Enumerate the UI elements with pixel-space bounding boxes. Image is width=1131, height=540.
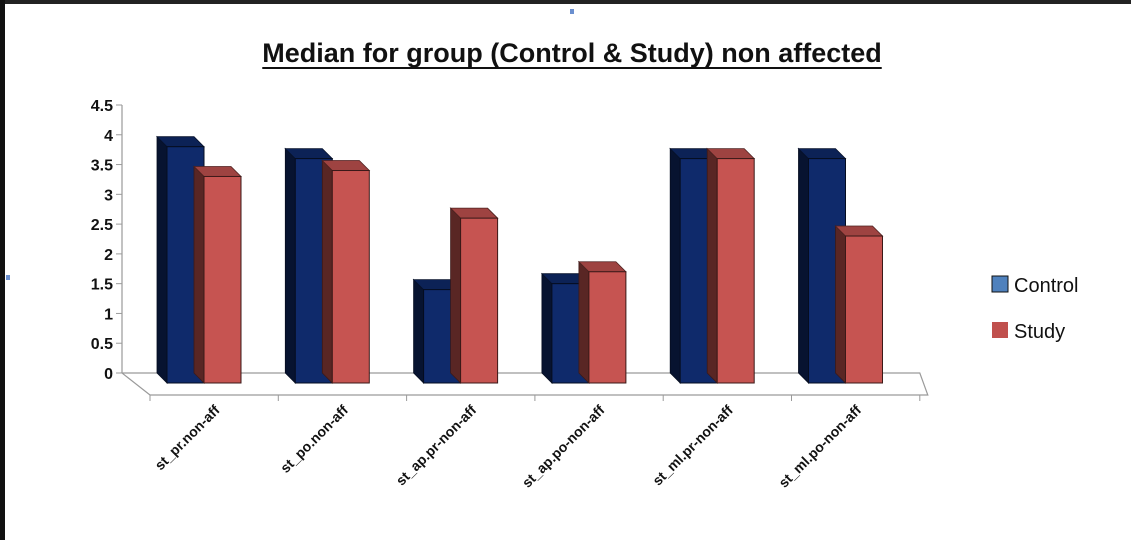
y-axis: 0 0.5 1 1.5 2 2.5 3 3.5 4 4.5	[91, 98, 123, 383]
bar-side-face	[284, 147, 296, 384]
bar-side-face	[835, 225, 846, 384]
x-tick-label: st_pr.non-aff	[151, 402, 223, 474]
bar-side-face	[706, 147, 718, 384]
bar-side-face	[321, 159, 333, 384]
x-tick-label: st_ap.po-non-aff	[519, 402, 608, 491]
y-tick-label: 0.5	[91, 336, 113, 353]
bar-side-face	[450, 207, 462, 384]
y-tick-label: 3	[104, 187, 113, 204]
bar-side-face	[798, 147, 809, 384]
bar-side-face	[413, 278, 425, 384]
bar-study-6	[834, 225, 884, 384]
bar-front-face	[203, 175, 242, 384]
bar-side-face	[541, 272, 553, 384]
bar-front-face	[331, 170, 370, 384]
y-tick-label: 0	[104, 366, 113, 383]
bars	[156, 135, 884, 384]
bar-front-face	[588, 271, 627, 384]
bar-study-3	[449, 207, 499, 384]
chart-frame-top-border	[0, 0, 1131, 4]
bar-study-4	[577, 260, 627, 384]
chart-title: Median for group (Control & Study) non a…	[262, 38, 881, 68]
bar-front-face	[460, 217, 499, 384]
bar-study-2	[321, 159, 371, 384]
x-tick-label: st_po.non-aff	[277, 402, 351, 476]
y-tick-label: 4	[104, 128, 113, 145]
legend: Control Study	[991, 275, 1078, 343]
y-tick-label: 2	[104, 247, 113, 264]
frame-handle-top	[570, 9, 574, 14]
legend-label-study: Study	[1014, 321, 1065, 343]
chart-frame-left-border	[0, 0, 5, 540]
bar-side-face	[578, 260, 590, 384]
legend-swatch-study	[992, 322, 1008, 338]
y-tick-label: 1	[104, 306, 113, 323]
legend-label-control: Control	[1014, 275, 1078, 297]
y-tick-label: 2.5	[91, 217, 113, 234]
x-tick-label: st_ap.pr-non-aff	[393, 402, 480, 489]
bar-side-face	[156, 135, 168, 384]
bar-side-face	[669, 147, 681, 384]
x-tick-label: st_ml.po-non-aff	[775, 402, 864, 491]
x-tick-label: st_ml.pr-non-aff	[649, 402, 736, 489]
bar-study-5	[706, 147, 756, 384]
y-tick-label: 4.5	[91, 98, 113, 115]
bar-side-face	[193, 165, 205, 384]
legend-swatch-control	[991, 275, 1009, 293]
bar-front-face	[845, 235, 883, 384]
x-axis-labels: st_pr.non-aff st_po.non-aff st_ap.pr-non-a…	[151, 402, 864, 491]
y-tick-label: 1.5	[91, 277, 113, 294]
bar-front-face	[716, 158, 755, 384]
bar-study-1	[193, 165, 242, 384]
frame-handle-left	[6, 275, 10, 280]
y-tick-label: 3.5	[91, 158, 113, 175]
